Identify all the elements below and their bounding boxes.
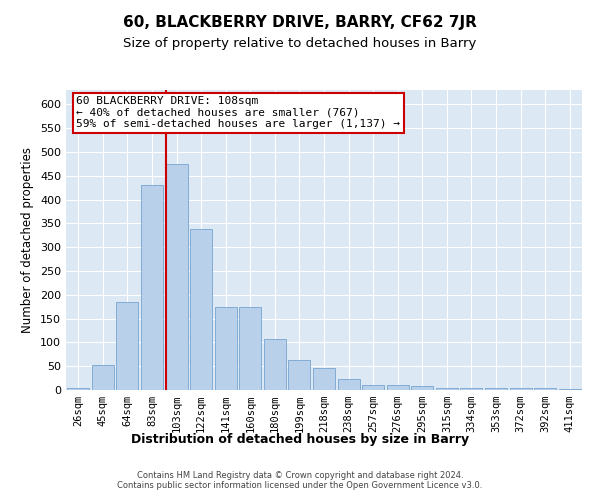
Bar [559,388,581,390]
Text: Size of property relative to detached houses in Barry: Size of property relative to detached ho… [124,38,476,51]
Bar [67,388,89,390]
Bar [509,388,532,390]
Text: Contains HM Land Registry data © Crown copyright and database right 2024.
Contai: Contains HM Land Registry data © Crown c… [118,470,482,490]
Bar [289,360,310,390]
Bar [264,339,286,390]
Bar [141,185,163,390]
Bar [92,365,114,390]
Bar [436,388,458,390]
Text: Distribution of detached houses by size in Barry: Distribution of detached houses by size … [131,434,469,446]
Bar [116,302,139,390]
Y-axis label: Number of detached properties: Number of detached properties [22,147,34,333]
Bar [166,164,188,390]
Bar [190,229,212,390]
Bar [485,388,507,390]
Bar [411,386,433,390]
Bar [313,368,335,390]
Bar [239,306,262,390]
Text: 60, BLACKBERRY DRIVE, BARRY, CF62 7JR: 60, BLACKBERRY DRIVE, BARRY, CF62 7JR [123,15,477,30]
Bar [534,388,556,390]
Bar [460,388,482,390]
Bar [215,306,237,390]
Text: 60 BLACKBERRY DRIVE: 108sqm
← 40% of detached houses are smaller (767)
59% of se: 60 BLACKBERRY DRIVE: 108sqm ← 40% of det… [76,96,400,129]
Bar [386,385,409,390]
Bar [338,378,359,390]
Bar [362,385,384,390]
